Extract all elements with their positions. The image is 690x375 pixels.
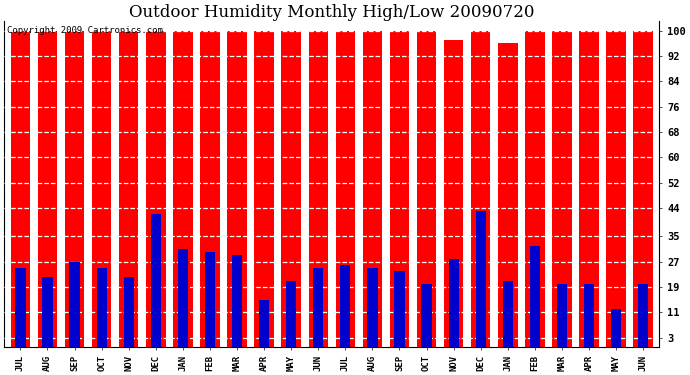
- Bar: [313, 268, 324, 347]
- Bar: [340, 265, 351, 347]
- Bar: [552, 31, 572, 347]
- Bar: [70, 262, 80, 347]
- Bar: [390, 31, 409, 347]
- Bar: [124, 278, 134, 347]
- Bar: [119, 31, 139, 347]
- Bar: [178, 249, 188, 347]
- Bar: [638, 284, 649, 347]
- Bar: [503, 280, 513, 347]
- Bar: [475, 211, 486, 347]
- Bar: [557, 284, 567, 347]
- Title: Outdoor Humidity Monthly High/Low 20090720: Outdoor Humidity Monthly High/Low 200907…: [129, 4, 535, 21]
- Bar: [97, 268, 107, 347]
- Bar: [444, 40, 464, 347]
- Bar: [525, 31, 544, 347]
- Bar: [611, 309, 621, 347]
- Bar: [580, 31, 599, 347]
- Bar: [150, 214, 161, 347]
- Bar: [200, 31, 219, 347]
- Bar: [417, 31, 436, 347]
- Text: Copyright 2009 Cartronics.com: Copyright 2009 Cartronics.com: [8, 26, 164, 35]
- Bar: [367, 268, 377, 347]
- Bar: [607, 31, 626, 347]
- Bar: [38, 31, 57, 347]
- Bar: [498, 44, 518, 347]
- Bar: [395, 271, 404, 347]
- Bar: [259, 300, 269, 347]
- Bar: [363, 31, 382, 347]
- Bar: [282, 31, 301, 347]
- Bar: [530, 246, 540, 347]
- Bar: [10, 31, 30, 347]
- Bar: [422, 284, 432, 347]
- Bar: [173, 31, 193, 347]
- Bar: [227, 31, 247, 347]
- Bar: [15, 268, 26, 347]
- Bar: [286, 280, 296, 347]
- Bar: [146, 31, 166, 347]
- Bar: [65, 31, 84, 347]
- Bar: [205, 252, 215, 347]
- Bar: [308, 31, 328, 347]
- Bar: [335, 31, 355, 347]
- Bar: [92, 31, 111, 347]
- Bar: [584, 284, 594, 347]
- Bar: [633, 31, 653, 347]
- Bar: [232, 255, 242, 347]
- Bar: [471, 31, 491, 347]
- Bar: [255, 31, 274, 347]
- Bar: [448, 258, 459, 347]
- Bar: [42, 278, 52, 347]
